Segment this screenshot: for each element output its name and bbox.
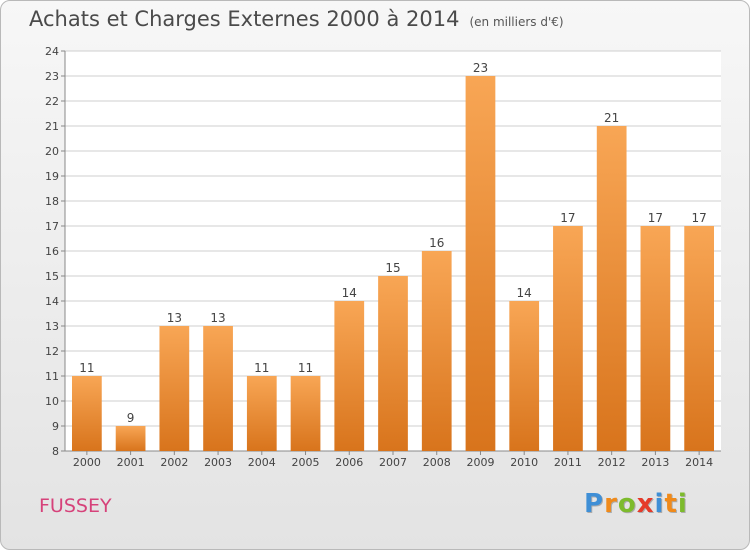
logo-letter: x	[636, 489, 655, 519]
chart-title-text: Achats et Charges Externes 2000 à 2014	[29, 7, 460, 31]
bar	[509, 301, 540, 451]
chart-title: Achats et Charges Externes 2000 à 2014 (e…	[29, 7, 564, 31]
x-tick-label: 2001	[117, 456, 145, 469]
y-tick-label: 10	[45, 395, 59, 408]
x-tick-label: 2014	[685, 456, 713, 469]
data-label: 17	[648, 211, 663, 225]
y-tick-label: 15	[45, 270, 59, 283]
bar	[378, 276, 408, 451]
x-tick-label: 2003	[204, 456, 232, 469]
y-tick-label: 14	[45, 295, 59, 308]
y-tick-label: 24	[45, 45, 59, 58]
x-tick-label: 2010	[510, 456, 538, 469]
bar	[334, 301, 365, 451]
bar	[465, 76, 496, 451]
chart-subtitle: (en milliers d'€)	[469, 15, 564, 29]
data-label: 11	[79, 361, 94, 375]
bar	[246, 376, 277, 451]
bar	[71, 376, 102, 451]
data-label: 16	[429, 236, 444, 250]
bar	[553, 226, 583, 451]
y-tick-label: 8	[52, 445, 59, 458]
data-label: 14	[342, 286, 357, 300]
x-tick-label: 2007	[379, 456, 407, 469]
x-tick-label: 2012	[598, 456, 626, 469]
y-tick-label: 22	[45, 95, 59, 108]
bar	[115, 426, 146, 451]
location-name: FUSSEY	[39, 495, 112, 517]
y-tick-label: 12	[45, 345, 59, 358]
x-tick-label: 2000	[73, 456, 101, 469]
bar	[596, 126, 627, 451]
logo-letter: r	[604, 489, 618, 519]
x-tick-label: 2006	[335, 456, 363, 469]
data-label: 23	[473, 61, 488, 75]
proxiti-logo: Proxiti	[584, 489, 688, 519]
logo-letter: P	[584, 489, 605, 519]
logo-letter: o	[617, 489, 637, 519]
data-label: 15	[385, 261, 400, 275]
data-label: 13	[167, 311, 182, 325]
y-tick-label: 11	[45, 370, 59, 383]
x-tick-label: 2008	[423, 456, 451, 469]
y-tick-label: 21	[45, 120, 59, 133]
y-tick-label: 9	[52, 420, 59, 433]
data-label: 11	[254, 361, 269, 375]
x-tick-label: 2011	[554, 456, 582, 469]
y-tick-label: 18	[45, 195, 59, 208]
data-label: 9	[127, 411, 135, 425]
logo-letter: i	[654, 489, 665, 519]
y-tick-label: 17	[45, 220, 59, 233]
data-label: 13	[210, 311, 225, 325]
bar	[203, 326, 233, 451]
logo-letter: t	[664, 489, 678, 519]
bar	[421, 251, 452, 451]
data-label: 17	[691, 211, 706, 225]
x-tick-label: 2002	[160, 456, 188, 469]
bar	[684, 226, 715, 451]
data-label: 11	[298, 361, 313, 375]
x-tick-label: 2009	[466, 456, 494, 469]
data-label: 21	[604, 111, 619, 125]
bar	[640, 226, 671, 451]
logo-letter: i	[677, 489, 688, 519]
bar	[290, 376, 321, 451]
data-label: 14	[517, 286, 532, 300]
x-tick-label: 2005	[292, 456, 320, 469]
y-tick-label: 16	[45, 245, 59, 258]
data-label: 17	[560, 211, 575, 225]
y-tick-label: 23	[45, 70, 59, 83]
bar	[159, 326, 190, 451]
y-tick-label: 13	[45, 320, 59, 333]
y-tick-label: 19	[45, 170, 59, 183]
y-tick-label: 20	[45, 145, 59, 158]
x-tick-label: 2004	[248, 456, 276, 469]
x-tick-label: 2013	[641, 456, 669, 469]
